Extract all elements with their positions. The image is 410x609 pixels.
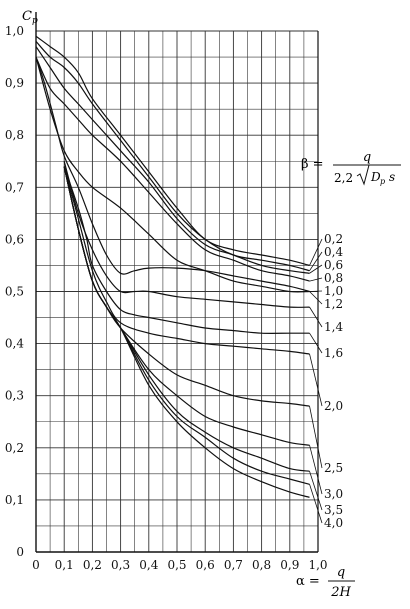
beta-formula: β = q 2,2 D p s xyxy=(301,150,401,186)
y-tick-label: 0,9 xyxy=(5,76,24,90)
x-tick-label: 0,2 xyxy=(83,558,102,572)
beta-den-sub: p xyxy=(380,177,385,186)
series-leader-line xyxy=(309,291,323,305)
series-label: 1,0 xyxy=(324,284,343,298)
y-tick-label: 0 xyxy=(16,545,24,559)
series-leader-line xyxy=(309,277,323,282)
curve-line xyxy=(35,35,310,266)
x-tick-label: 0,5 xyxy=(167,558,186,572)
series-leader-line xyxy=(309,332,323,354)
series-label: 1,2 xyxy=(324,297,343,311)
curve-line xyxy=(63,166,310,407)
series-label: 2,5 xyxy=(324,461,343,475)
x-tick-label: 0,1 xyxy=(55,558,74,572)
x-tick-label: 0,3 xyxy=(111,558,130,572)
series-label: 2,0 xyxy=(324,399,343,413)
curve-line xyxy=(63,161,310,308)
beta-lhs: β = xyxy=(301,157,324,172)
y-tick-label: 0,3 xyxy=(5,389,24,403)
y-tick-label: 0,1 xyxy=(5,493,24,507)
series-leader-line xyxy=(309,238,323,266)
y-tick-label: 0,7 xyxy=(5,180,24,194)
y-axis-label-sub: p xyxy=(32,16,38,26)
series-leader-line xyxy=(309,290,323,292)
x-tick-label: 0,9 xyxy=(280,558,299,572)
y-tick-label: 0,5 xyxy=(5,285,24,299)
series-leader-line xyxy=(309,484,323,524)
series-leader-line xyxy=(309,251,323,271)
y-tick-label: 0,2 xyxy=(5,441,24,455)
curve-line xyxy=(63,166,310,355)
series-leader-line xyxy=(309,306,323,328)
curves xyxy=(35,35,310,498)
curve-line xyxy=(63,166,310,485)
series-leader-line xyxy=(309,471,323,511)
curve-line xyxy=(63,166,310,334)
grid xyxy=(35,30,319,553)
y-tick-label: 0,8 xyxy=(5,128,24,142)
series-label: 0,6 xyxy=(324,258,343,272)
series-label: 0,8 xyxy=(324,271,343,285)
y-axis-label: Cp xyxy=(22,9,38,26)
series-leader-line xyxy=(309,406,323,469)
y-tick-label: 0,4 xyxy=(5,337,24,351)
series-leader-line xyxy=(309,264,323,274)
sqrt-sign xyxy=(356,164,398,186)
beta-den-prefix: 2,2 xyxy=(334,171,353,185)
series-leader-line xyxy=(309,445,323,495)
x-tick-label: 0,7 xyxy=(224,558,243,572)
x-tick-label: 0,6 xyxy=(196,558,215,572)
series-leader-line xyxy=(309,353,323,407)
series-label: 4,0 xyxy=(324,516,343,530)
x-tick-label: 0 xyxy=(32,558,40,572)
alpha-lhs: α = xyxy=(296,574,320,589)
curve-line xyxy=(35,56,310,293)
x-tick-label: 1,0 xyxy=(308,558,327,572)
beta-numerator: q xyxy=(363,150,371,165)
series-label: 1,6 xyxy=(324,346,343,360)
series-label: 1,4 xyxy=(324,320,343,334)
series-label: 3,0 xyxy=(324,487,343,501)
x-axis-label: α = q 2H xyxy=(296,565,355,600)
curve-line xyxy=(63,166,310,498)
x-tick-label: 0,8 xyxy=(252,558,271,572)
y-tick-label: 1,0 xyxy=(5,24,24,38)
beta-den-D: D xyxy=(370,170,381,184)
series-label: 0,2 xyxy=(324,232,343,246)
series-label: 3,5 xyxy=(324,503,343,517)
series-labels: 0,20,40,60,81,01,2 1,4 1,6 2,0 2,5 3,0 3,54,0 xyxy=(309,232,343,530)
curve-line xyxy=(35,56,310,293)
beta-den-s: s xyxy=(389,170,395,184)
alpha-numerator: q xyxy=(337,565,345,580)
y-tick-label: 0,6 xyxy=(5,232,24,246)
curve-line xyxy=(35,40,310,272)
x-tick-label: 0,4 xyxy=(139,558,158,572)
tick-labels: 0 0,1 0,2 0,3 0,4 0,5 0,6 0,7 0,8 0,9 1,0 0 0,1 0,2 0,… xyxy=(5,24,328,572)
y-axis-label-main: C xyxy=(22,9,32,24)
curve-line xyxy=(35,46,310,274)
series-label: 0,4 xyxy=(324,245,343,259)
alpha-denominator: 2H xyxy=(330,585,351,600)
curve-line xyxy=(35,56,310,282)
